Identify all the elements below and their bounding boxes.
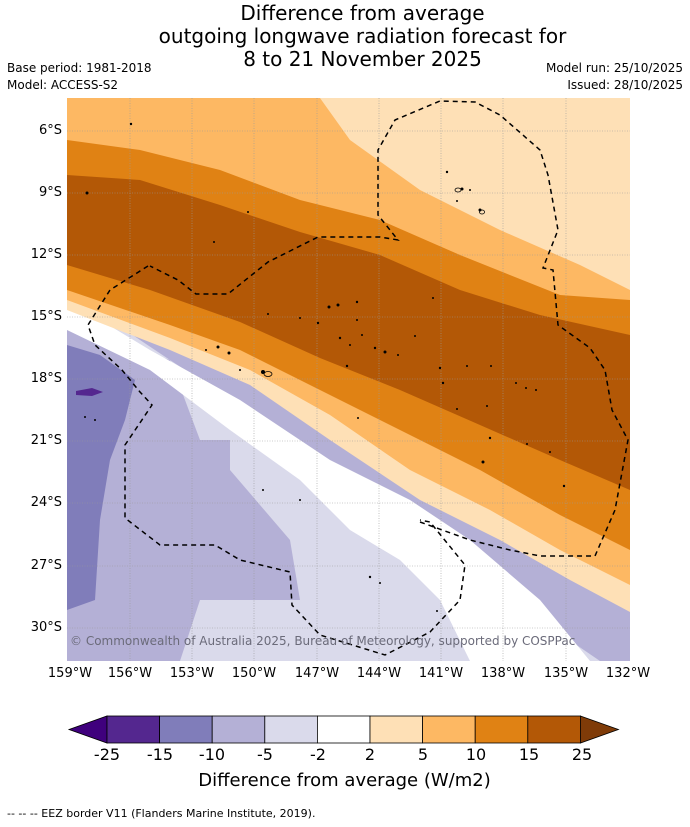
- colorbar-swatch: [159, 715, 213, 744]
- lat-label: 18°S: [30, 371, 62, 386]
- colorbar-extend-max: [580, 715, 620, 744]
- anomaly-field: [67, 98, 630, 661]
- colorbar-tick-label: -10: [198, 745, 226, 764]
- lat-label: 12°S: [30, 247, 62, 262]
- lon-label: 150°W: [231, 666, 277, 681]
- lat-label: 24°S: [30, 495, 62, 510]
- lat-label: 30°S: [30, 620, 62, 635]
- lon-label: 138°W: [480, 666, 526, 681]
- lat-label: 27°S: [30, 558, 62, 573]
- colorbar-tick-label: 15: [518, 745, 540, 764]
- islands: [84, 122, 566, 612]
- band-pos-15-25: [67, 175, 630, 490]
- lat-label: 9°S: [38, 185, 62, 200]
- lon-label: 135°W: [543, 666, 589, 681]
- base-period: Base period: 1981-2018: [7, 61, 152, 75]
- lat-label: 15°S: [30, 309, 62, 324]
- map-panel: [67, 98, 630, 661]
- meta-right: Model run: 25/10/2025 Issued: 28/10/2025: [546, 60, 683, 94]
- colorbar-tick-label: -25: [93, 745, 121, 764]
- title-line-2: outgoing longwave radiation forecast for: [158, 24, 567, 48]
- lon-label: 159°W: [47, 666, 93, 681]
- colorbar-tick-label: -2: [310, 745, 326, 764]
- title-line-3: 8 to 21 November 2025: [243, 47, 482, 71]
- colorbar-swatch: [106, 715, 160, 744]
- eez-cook-islands: [87, 265, 466, 656]
- colorbar-swatch: [422, 715, 476, 744]
- colorbar-tick-label: 25: [571, 745, 593, 764]
- band-neg-15-10: [67, 345, 135, 610]
- colorbar-tick-label: -15: [146, 745, 174, 764]
- colorbar-tick-label: 2: [364, 745, 376, 764]
- lon-label: 144°W: [356, 666, 402, 681]
- colorbar-tick-label: 10: [465, 745, 487, 764]
- title-line-1: Difference from average: [240, 1, 485, 25]
- band-neutral: [67, 300, 590, 661]
- lat-label: 6°S: [38, 123, 62, 138]
- model-run: Model run: 25/10/2025: [545, 61, 683, 75]
- colorbar-swatch: [369, 715, 423, 744]
- lon-label: 147°W: [294, 666, 340, 681]
- colorbar-tick-label: -5: [257, 745, 273, 764]
- issued-date: Issued: 28/10/2025: [567, 78, 683, 92]
- atoll-outlines: [263, 187, 485, 377]
- band-neg-25-15: [76, 388, 103, 396]
- lon-label: 156°W: [107, 666, 153, 681]
- colorbar-extend-min: [67, 715, 108, 744]
- lon-label: 141°W: [418, 666, 464, 681]
- eez-borders: [87, 100, 629, 656]
- lon-label: 153°W: [169, 666, 215, 681]
- colorbar-swatch: [316, 715, 371, 744]
- map-title: Difference from average outgoing longwav…: [0, 2, 690, 71]
- colorbar-swatch: [211, 715, 266, 744]
- colorbar-swatch: [474, 715, 529, 744]
- colorbar-tick-label: 5: [417, 745, 429, 764]
- eez-footnote: -- -- -- EEZ border V11 (Flanders Marine…: [7, 807, 316, 820]
- model-name: Model: ACCESS-S2: [7, 78, 119, 92]
- lon-label: 132°W: [605, 666, 651, 681]
- lat-label: 21°S: [30, 433, 62, 448]
- colorbar-title: Difference from average (W/m2): [198, 770, 491, 791]
- copyright-notice: © Commonwealth of Australia 2025, Bureau…: [70, 634, 576, 648]
- meta-left: Base period: 1981-2018 Model: ACCESS-S2: [7, 60, 152, 94]
- colorbar-swatch: [527, 715, 581, 744]
- colorbar-swatch: [264, 715, 318, 744]
